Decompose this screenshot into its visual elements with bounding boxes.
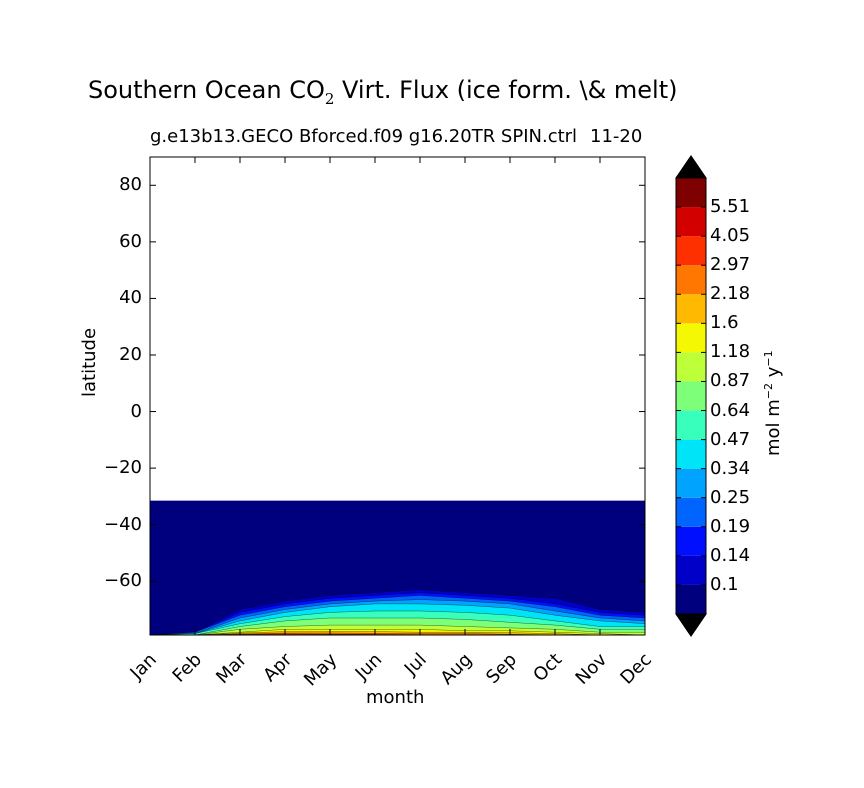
colorbar-extend-max <box>675 155 707 179</box>
chart-subtitle: g.e13b13.GECO Bforced.f09 g16.20TR SPIN.… <box>150 126 643 147</box>
colorbar-segment <box>676 381 706 411</box>
colorbar-tick-label: 1.18 <box>710 341 751 363</box>
colorbar-tick-label: 2.18 <box>710 283 751 305</box>
colorbar-segment <box>676 352 706 382</box>
colorbar-segment <box>676 439 706 469</box>
y-tick-label: 40 <box>119 287 142 309</box>
y-tick-label: −20 <box>104 457 142 479</box>
colorbar-tick-label: 0.14 <box>710 544 751 566</box>
colorbar-segment <box>676 236 706 266</box>
colorbar-tick-label: 1.6 <box>710 312 739 334</box>
colorbar-tick-label: 0.64 <box>710 399 751 421</box>
plot-frame <box>149 156 646 636</box>
plot-area <box>150 500 645 635</box>
colorbar-segment <box>676 323 706 353</box>
colorbar-tick-label: 0.34 <box>710 457 751 479</box>
chart-title: Southern Ocean CO2 Virt. Flux (ice form.… <box>88 76 678 108</box>
y-tick-label: −40 <box>104 513 142 535</box>
colorbar-extend-min <box>675 613 707 637</box>
colorbar-segment <box>676 265 706 295</box>
colorbar-segment <box>676 584 706 614</box>
y-axis-label: latitude <box>79 327 100 397</box>
colorbar-segment <box>676 178 706 208</box>
colorbar-segment <box>676 497 706 527</box>
colorbar-tick-label: 2.97 <box>710 254 751 276</box>
colorbar-segment <box>676 468 706 498</box>
y-tick-label: −60 <box>104 570 142 592</box>
colorbar-tick-label: 0.47 <box>710 428 751 450</box>
chart-subtitle-years: 11-20 <box>590 126 643 147</box>
colorbar-tick-label: 4.05 <box>710 225 751 247</box>
colorbar-segment <box>676 294 706 324</box>
colorbar-tick-label: 0.25 <box>710 486 751 508</box>
colorbar-tick-label: 5.51 <box>710 196 751 218</box>
colorbar-outline <box>675 155 707 637</box>
y-tick-label: 80 <box>119 174 142 196</box>
colorbar-tick-label: 0.19 <box>710 515 751 537</box>
y-tick-label: 20 <box>119 343 142 365</box>
colorbar <box>675 155 707 637</box>
colorbar-segment <box>676 410 706 440</box>
colorbar-segment <box>676 207 706 237</box>
y-tick-label: 60 <box>119 230 142 252</box>
colorbar-tick-label: 0.87 <box>710 370 751 392</box>
colorbar-tick-label: 0.1 <box>710 573 739 595</box>
colorbar-segment <box>676 555 706 585</box>
colorbar-label: mol m−2 y−1 <box>762 350 784 456</box>
axis-ticks <box>149 157 646 635</box>
x-axis-label: month <box>366 687 425 708</box>
colorbar-segment <box>676 526 706 556</box>
y-tick-label: 0 <box>130 400 142 422</box>
